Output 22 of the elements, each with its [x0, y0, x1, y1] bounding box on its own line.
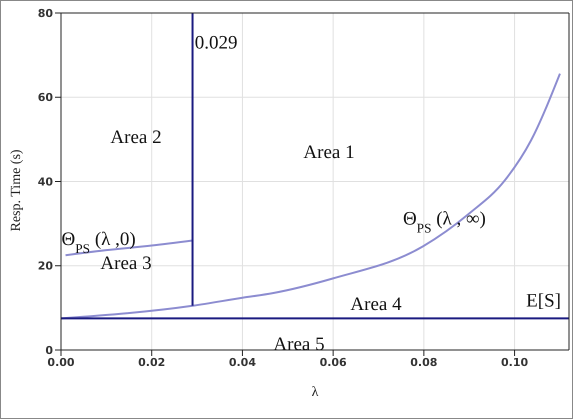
annotation: Area 3 — [100, 253, 152, 274]
y-tick-label: 40 — [38, 175, 54, 188]
series-label: Θ$_{PS}$(λ , ∞) — [402, 208, 486, 235]
x-tick-label: 0.00 — [47, 356, 75, 369]
annotation: Area 1 — [303, 142, 355, 163]
y-axis-title: Resp. Time (s) — [8, 149, 24, 232]
y-tick-label: 20 — [38, 260, 54, 273]
x-tick-label: 0.06 — [320, 356, 348, 369]
annotation: Area 4 — [350, 294, 402, 315]
series-label: Θ$_{PS}$(λ ,0) — [62, 229, 136, 256]
x-tick-label: 0.10 — [501, 356, 528, 369]
x-tick-label: 0.02 — [138, 356, 166, 369]
y-tick-label: 60 — [38, 91, 54, 104]
y-tick-label: 0 — [45, 344, 54, 357]
x-axis-title: λ — [312, 385, 319, 400]
x-tick-label: 0.04 — [228, 356, 256, 369]
line-series — [61, 72, 561, 320]
annotation: Area 2 — [110, 127, 162, 148]
y-tick-label: 80 — [38, 6, 54, 20]
series-label: E[S] — [526, 290, 561, 312]
annotation: 0.029 — [194, 32, 238, 54]
x-tick-label: 0.08 — [410, 356, 438, 369]
